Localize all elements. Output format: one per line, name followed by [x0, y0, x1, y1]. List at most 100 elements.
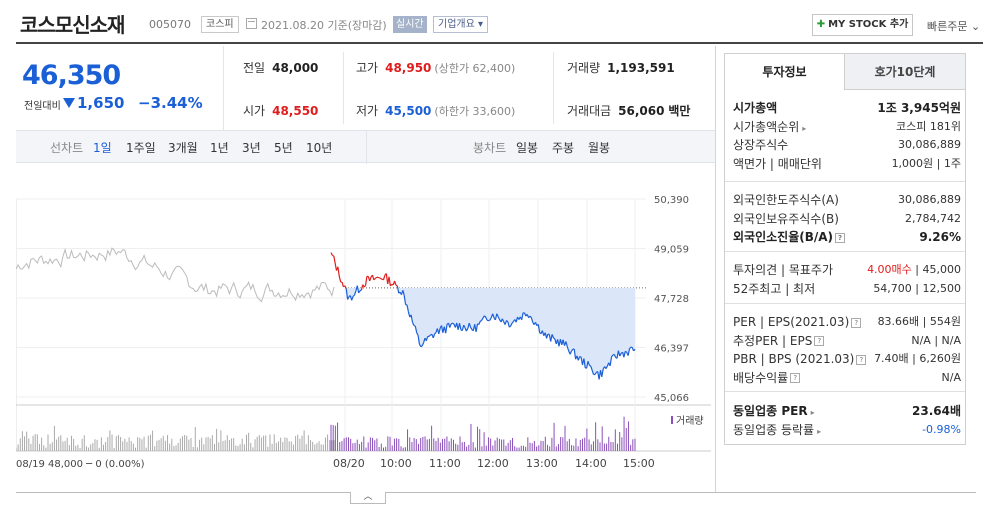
tab-1day[interactable]: 1일 — [93, 141, 112, 155]
chevron-down-icon: ▾ — [478, 19, 484, 30]
tab-order-book[interactable]: 호가10단계 — [845, 54, 965, 90]
collapse-button[interactable]: ︿ — [350, 492, 386, 504]
price-line-segment — [432, 333, 436, 339]
tab-1year[interactable]: 1년 — [210, 141, 229, 155]
stat-volume: 거래량 1,193,591 — [567, 61, 675, 75]
help-icon[interactable]: ? — [856, 354, 867, 365]
price-line-segment — [353, 290, 357, 296]
stock-code: 005070 — [149, 18, 191, 31]
price-line-segment — [591, 370, 595, 375]
info-label: 배당수익률? — [733, 369, 801, 387]
info-value: 30,086,889 — [898, 193, 961, 206]
info-row: 외국인소진율(B/A)? 9.26% — [733, 228, 961, 246]
price-line-segment — [569, 351, 572, 355]
price-line-segment — [389, 283, 393, 287]
y-tick-label: 46,397 — [654, 344, 689, 355]
tab-daily-candle[interactable]: 일봉 — [516, 141, 539, 155]
stat-prev-close: 전일 48,000 — [243, 61, 319, 75]
previous-day-line — [15, 247, 335, 303]
chart-period-tabs: 선차트 1일 1주일 3개월 1년 3년 5년 10년 봉차트 일봉 주봉 월봉 — [16, 130, 715, 164]
price-line-segment — [465, 328, 469, 332]
help-icon[interactable]: ? — [835, 232, 846, 243]
tab-5years[interactable]: 5년 — [274, 141, 293, 155]
info-value: 1,000원 | 1주 — [891, 156, 961, 170]
price-line-segment — [496, 313, 499, 317]
info-label[interactable]: 동일업종 등락률 ▸ — [733, 422, 822, 437]
info-value: 9.26% — [919, 230, 961, 244]
y-tick-label: 45,066 — [654, 393, 689, 404]
quick-order-link[interactable]: 빠른주문 ⌄ — [927, 20, 981, 33]
price-line-segment — [420, 345, 423, 348]
price-line-segment — [334, 262, 338, 271]
price-line-segment — [550, 334, 553, 342]
price-line-segment — [434, 332, 437, 335]
info-row: 시가총액 1조 3,945억원 — [733, 99, 961, 117]
x-tick-label: 10:00 — [380, 457, 412, 470]
x-tick-label: 12:00 — [477, 457, 509, 470]
price-line-segment — [589, 364, 592, 367]
y-tick-label: 50,390 — [654, 195, 689, 206]
tab-10years[interactable]: 10년 — [306, 141, 333, 155]
my-stock-add-button[interactable]: ✚ MY STOCK 추가 — [812, 14, 913, 36]
below-prev-close-area — [331, 287, 635, 380]
price-line-segment — [570, 348, 574, 352]
info-row: 52주최고 | 최저 54,700 | 12,500 — [733, 280, 961, 298]
chart-svg: 50,390 49,059 47,728 46,397 45,066 08/20 10:00… — [15, 195, 711, 470]
intraday-chart[interactable]: 50,390 49,059 47,728 46,397 45,066 08/20 10:00… — [15, 163, 715, 493]
help-icon[interactable]: ? — [851, 317, 862, 328]
info-label: 외국인보유주식수(B) — [733, 211, 839, 226]
price-line-segment — [566, 346, 570, 352]
price-line-segment — [416, 332, 419, 336]
price-line-segment — [601, 368, 604, 377]
info-label: 추정PER | EPS? — [733, 332, 825, 350]
price-line-segment — [521, 312, 524, 320]
calendar-icon — [246, 18, 257, 29]
arrow-right-icon: ▸ — [810, 408, 815, 417]
price-line-segment — [504, 320, 508, 325]
price-line-segment — [515, 316, 519, 323]
prev-change-label: 전일대비 — [24, 101, 61, 112]
info-value: 코스피 181위 — [896, 119, 961, 133]
divider — [725, 303, 965, 304]
info-value: 30,086,889 — [898, 138, 961, 151]
tab-3months[interactable]: 3개월 — [168, 141, 198, 155]
info-label: 시가총액 — [733, 101, 778, 115]
price-line-segment — [577, 356, 581, 361]
arrow-right-icon: ▸ — [802, 123, 807, 133]
price-line-segment — [369, 276, 372, 282]
price-line-segment — [546, 333, 549, 339]
stat-high: 고가 48,950 (상한가 62,400) — [356, 61, 516, 75]
divider — [343, 52, 344, 124]
price-line-segment — [352, 294, 355, 297]
info-row: 외국인한도주식수(A) 30,086,889 — [733, 191, 961, 209]
tab-3years[interactable]: 3년 — [242, 141, 261, 155]
help-icon[interactable]: ? — [790, 373, 801, 383]
info-label[interactable]: 동일업종 PER ▸ — [733, 404, 815, 418]
info-value: 83.66배 | 554원 — [877, 315, 961, 328]
price-line-segment — [450, 322, 453, 325]
divider — [715, 46, 716, 492]
price-line-segment — [413, 324, 416, 327]
info-value: -0.98% — [922, 422, 961, 436]
info-value: 1조 3,945억원 — [877, 101, 961, 115]
info-label[interactable]: 시가총액순위 ▸ — [733, 119, 807, 134]
price-line-segment — [395, 284, 398, 287]
help-icon[interactable]: ? — [814, 336, 825, 346]
tab-weekly-candle[interactable]: 주봉 — [552, 141, 575, 155]
price-line-segment — [481, 317, 484, 321]
stock-name: 코스모신소재 — [20, 13, 125, 37]
x-tick-label: 13:00 — [526, 457, 558, 470]
info-label: PER | EPS(2021.03)? — [733, 313, 862, 331]
price-line-segment — [587, 361, 590, 366]
tab-monthly-candle[interactable]: 월봉 — [588, 141, 611, 155]
price-line-segment — [537, 324, 541, 333]
price-line-segment — [530, 317, 534, 323]
tab-1week[interactable]: 1주일 — [126, 141, 156, 155]
price-line-segment — [624, 350, 628, 353]
company-overview-dropdown[interactable]: 기업개요 ▾ — [433, 16, 489, 33]
realtime-button[interactable]: 실시간 — [393, 16, 427, 33]
price-line-segment — [609, 357, 613, 366]
info-row: 투자의견 | 목표주가 4.00매수 | 45,000 — [733, 261, 961, 279]
price-line-segment — [374, 276, 378, 280]
tab-investment-info[interactable]: 투자정보 — [725, 54, 845, 90]
